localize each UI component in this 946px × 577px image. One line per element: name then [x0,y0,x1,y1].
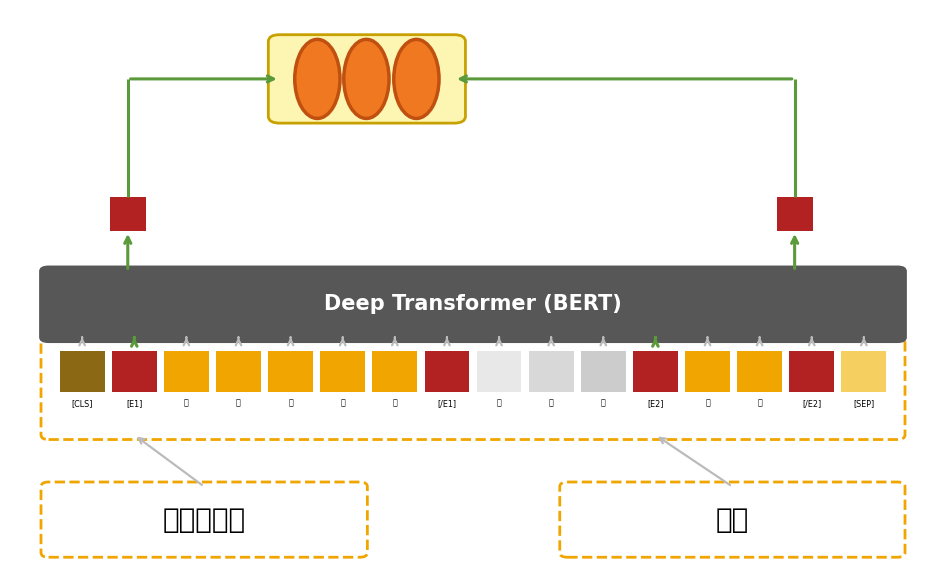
Text: 奶油栗子粉: 奶油栗子粉 [163,505,246,534]
Text: 品: 品 [757,399,762,408]
Text: 一: 一 [549,399,553,408]
Text: 是: 是 [497,399,501,408]
FancyBboxPatch shape [60,350,105,392]
Text: [CLS]: [CLS] [71,399,93,408]
Text: 栗: 栗 [289,399,293,408]
Ellipse shape [343,39,389,118]
FancyBboxPatch shape [112,350,157,392]
Bar [777,197,813,231]
FancyBboxPatch shape [269,35,465,123]
Text: 奶: 奶 [184,399,189,408]
FancyBboxPatch shape [39,265,907,343]
Text: 粉: 粉 [393,399,397,408]
FancyBboxPatch shape [529,350,573,392]
FancyBboxPatch shape [41,336,905,440]
FancyBboxPatch shape [425,350,469,392]
FancyBboxPatch shape [41,482,367,557]
Text: 子: 子 [341,399,345,408]
FancyBboxPatch shape [477,350,521,392]
Text: [E1]: [E1] [126,399,143,408]
FancyBboxPatch shape [216,350,261,392]
Text: [/E1]: [/E1] [437,399,457,408]
FancyBboxPatch shape [560,482,905,557]
FancyBboxPatch shape [164,350,209,392]
FancyBboxPatch shape [789,350,834,392]
FancyBboxPatch shape [633,350,677,392]
Ellipse shape [295,39,340,118]
Ellipse shape [394,39,439,118]
Text: [SEP]: [SEP] [853,399,874,408]
Text: 种: 种 [601,399,605,408]
Text: 油: 油 [236,399,241,408]
Text: Deep Transformer (BERT): Deep Transformer (BERT) [324,294,622,314]
FancyBboxPatch shape [737,350,782,392]
FancyBboxPatch shape [841,350,886,392]
Text: [E2]: [E2] [647,399,664,408]
Text: 甜: 甜 [705,399,710,408]
Bar [110,197,146,231]
FancyBboxPatch shape [269,350,313,392]
FancyBboxPatch shape [321,350,365,392]
Text: [/E2]: [/E2] [802,399,821,408]
FancyBboxPatch shape [581,350,625,392]
FancyBboxPatch shape [685,350,730,392]
FancyBboxPatch shape [373,350,417,392]
Text: 甜品: 甜品 [716,505,749,534]
